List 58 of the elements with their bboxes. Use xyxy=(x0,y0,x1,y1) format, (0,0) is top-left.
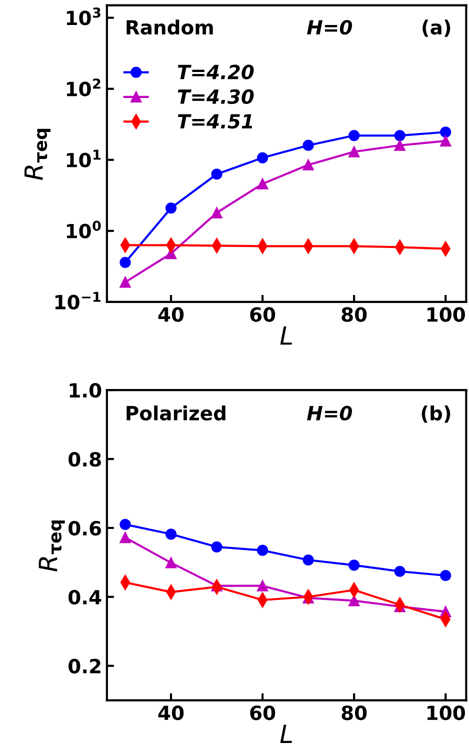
point xyxy=(256,152,268,164)
point xyxy=(165,202,177,214)
legend-label: T=4.51 xyxy=(178,114,252,129)
annotation: H=0 xyxy=(307,406,352,421)
annotation: (a) xyxy=(422,20,450,37)
y-tick-label: 10$^{2}$ xyxy=(66,78,100,96)
y-tick-label: 10$^{3}$ xyxy=(66,7,100,26)
annotation: Polarized xyxy=(126,405,226,421)
point xyxy=(120,256,131,268)
y-axis-title: R$_{τeq}$ xyxy=(24,128,50,180)
x-axis-title: L xyxy=(280,724,292,743)
y-tick-label: 1.0 xyxy=(70,383,102,398)
point xyxy=(120,518,131,530)
x-tick-label: 60 xyxy=(250,307,276,322)
point xyxy=(348,595,360,606)
point xyxy=(165,557,177,568)
point xyxy=(256,544,268,556)
point xyxy=(211,541,222,552)
x-tick-label: 80 xyxy=(342,307,367,322)
y-axis-title: R$_{τeq}$ xyxy=(38,520,65,572)
point xyxy=(120,532,131,544)
point xyxy=(348,560,360,571)
y-tick-label: 10$^{−1}$ xyxy=(55,292,100,310)
x-tick-label: 100 xyxy=(427,705,465,720)
point xyxy=(302,140,314,151)
y-tick-label: 0.8 xyxy=(68,452,101,467)
point xyxy=(394,140,406,151)
x-tick-label: 60 xyxy=(250,705,276,720)
y-tick-label: 10$^{1}$ xyxy=(66,150,101,168)
point xyxy=(440,126,452,138)
point xyxy=(302,554,314,566)
point xyxy=(394,566,406,577)
y-tick-label: 0.2 xyxy=(68,658,100,674)
annotation: H=0 xyxy=(307,20,352,35)
legend-label: T=4.20 xyxy=(178,64,254,80)
annotation: (b) xyxy=(422,405,450,423)
point xyxy=(302,159,314,170)
point xyxy=(256,178,268,190)
x-tick-label: 40 xyxy=(158,307,184,322)
legend-label: T=4.30 xyxy=(178,89,254,104)
y-tick-label: 0.6 xyxy=(68,520,102,536)
x-tick-label: 80 xyxy=(342,705,367,720)
x-tick-label: 100 xyxy=(427,307,465,322)
point xyxy=(440,570,452,582)
point xyxy=(211,168,222,180)
point xyxy=(440,135,452,146)
point xyxy=(120,276,131,288)
point xyxy=(211,207,222,218)
x-axis-title: L xyxy=(280,326,292,345)
point xyxy=(394,130,406,142)
point xyxy=(348,130,360,142)
y-tick-label: 10$^{0}$ xyxy=(66,220,101,238)
point xyxy=(256,580,268,592)
point xyxy=(348,146,360,158)
x-tick-label: 40 xyxy=(158,705,184,720)
y-tick-label: 0.4 xyxy=(68,590,102,605)
point xyxy=(165,528,177,540)
annotation: Random xyxy=(126,20,213,35)
